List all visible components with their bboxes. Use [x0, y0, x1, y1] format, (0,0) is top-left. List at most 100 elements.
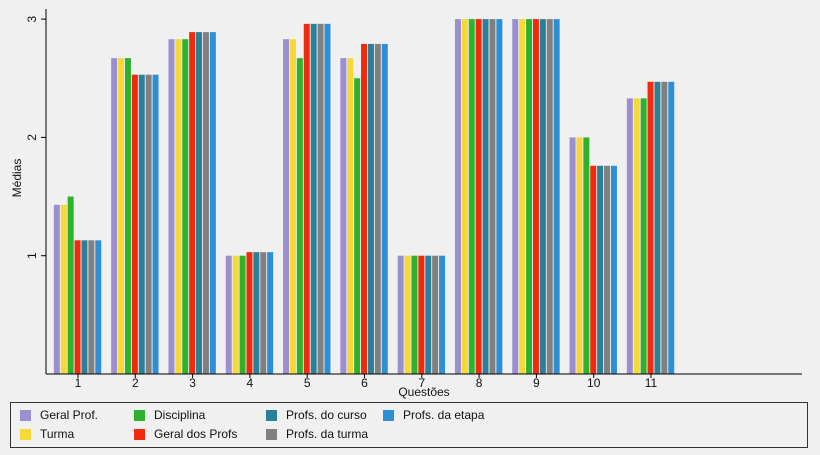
bar-q11-series-7 — [668, 81, 675, 375]
x-tick-label: 1 — [75, 376, 82, 390]
bar-q1-series-6 — [88, 240, 95, 374]
y-tick-label: 1 — [25, 252, 39, 259]
legend-label: Profs. da turma — [286, 427, 369, 441]
legend-label: Geral Prof. — [40, 408, 99, 422]
bar-q11-series-1 — [626, 98, 633, 375]
bar-q8-series-7 — [496, 19, 503, 374]
bar-q4-series-4 — [246, 252, 253, 374]
bar-q9-series-7 — [553, 19, 560, 374]
bar-q6-series-7 — [381, 43, 388, 374]
bar-q11-series-6 — [661, 81, 668, 375]
legend-item: Profs. da etapa — [383, 408, 484, 422]
legend-swatch — [134, 409, 145, 421]
bar-q5-series-2 — [289, 39, 296, 375]
bar-q1-series-2 — [60, 204, 67, 374]
bar-q11-series-2 — [633, 98, 640, 375]
bar-q5-series-1 — [283, 39, 290, 375]
legend-item: Profs. da turma — [266, 427, 368, 441]
x-axis-label: Questões — [398, 385, 449, 399]
legend-swatch — [266, 409, 277, 421]
bar-q5-series-5 — [310, 23, 317, 375]
bar-q3-series-5 — [196, 32, 203, 375]
bar-q7-series-4 — [418, 255, 425, 374]
bar-q7-series-6 — [432, 255, 439, 374]
bar-q1-series-4 — [74, 240, 81, 374]
bar-q8-series-3 — [468, 19, 475, 374]
bar-q10-series-7 — [610, 165, 617, 374]
bar-q7-series-7 — [439, 255, 446, 374]
x-tick-label: 7 — [418, 376, 425, 390]
bar-q6-series-5 — [367, 43, 374, 374]
bar-q9-series-4 — [532, 19, 539, 374]
legend-swatch — [383, 409, 394, 421]
legend-item: Geral Prof. — [20, 408, 98, 422]
x-tick-label: 9 — [533, 376, 540, 390]
x-tick-label: 4 — [247, 376, 254, 390]
bar-q8-series-5 — [482, 19, 489, 374]
bar-q10-series-1 — [569, 137, 576, 374]
legend-swatch — [20, 428, 31, 440]
bar-q3-series-2 — [175, 39, 182, 375]
y-axis-label: Médias — [10, 159, 24, 198]
bar-q9-series-2 — [519, 19, 526, 374]
x-tick-label: 5 — [304, 376, 311, 390]
bar-q6-series-2 — [347, 58, 354, 374]
x-tick-label: 3 — [189, 376, 196, 390]
bar-chart: 1 2 3 1 2 3 4 5 6 7 8 9 10 11 Questões Médias — [10, 9, 802, 399]
bar-q2-series-1 — [111, 58, 118, 374]
bar-q9-series-5 — [539, 19, 546, 374]
bar-q6-series-1 — [340, 58, 347, 374]
legend: Geral Prof. Turma Disciplina Geral dos Prof… — [10, 402, 808, 448]
bar-q6-series-4 — [361, 43, 368, 374]
x-ticks-group: 1 2 3 4 5 6 7 8 9 10 11 — [75, 374, 658, 390]
y-tick-label: 3 — [25, 15, 39, 22]
bars-group — [53, 19, 675, 375]
bar-q6-series-6 — [374, 43, 381, 374]
bar-q3-series-4 — [189, 32, 196, 375]
x-tick-label: 2 — [132, 376, 139, 390]
bar-q10-series-2 — [576, 137, 583, 374]
legend-label: Profs. do curso — [286, 408, 367, 422]
bar-q10-series-3 — [583, 137, 590, 374]
bar-q7-series-2 — [404, 255, 411, 374]
legend-item: Geral dos Profs — [134, 427, 237, 441]
bar-q4-series-1 — [225, 255, 232, 374]
x-tick-label: 6 — [361, 376, 368, 390]
bar-q9-series-3 — [526, 19, 533, 374]
legend-item: Disciplina — [134, 408, 205, 422]
bar-q4-series-3 — [239, 255, 246, 374]
bar-q8-series-4 — [475, 19, 482, 374]
bar-q4-series-7 — [267, 252, 274, 374]
bar-q10-series-6 — [604, 165, 611, 374]
bar-q10-series-4 — [590, 165, 597, 374]
bar-q7-series-1 — [397, 255, 404, 374]
bar-q10-series-5 — [597, 165, 604, 374]
y-ticks-group: 1 2 3 — [25, 15, 46, 259]
bar-q4-series-2 — [232, 255, 239, 374]
bar-q2-series-3 — [124, 58, 131, 374]
bar-q2-series-7 — [152, 74, 159, 374]
legend-swatch — [134, 428, 145, 440]
bar-q11-series-4 — [647, 81, 654, 375]
bar-q1-series-3 — [67, 196, 74, 374]
legend-swatch — [266, 428, 277, 440]
bar-q1-series-1 — [53, 204, 60, 374]
bar-q6-series-3 — [354, 78, 361, 374]
bar-q8-series-1 — [454, 19, 461, 374]
bar-q5-series-4 — [303, 23, 310, 375]
legend-label: Disciplina — [154, 408, 206, 422]
bar-q3-series-3 — [182, 39, 189, 375]
bar-q1-series-5 — [81, 240, 88, 374]
bar-q5-series-3 — [296, 58, 303, 374]
bar-q5-series-7 — [324, 23, 331, 375]
bar-q9-series-6 — [546, 19, 553, 374]
x-tick-label: 11 — [645, 376, 658, 390]
y-tick-label: 2 — [25, 134, 39, 141]
bar-q2-series-2 — [118, 58, 125, 374]
bar-q1-series-7 — [95, 240, 102, 374]
legend-item: Turma — [20, 427, 74, 441]
x-tick-label: 8 — [476, 376, 483, 390]
bar-q11-series-3 — [640, 98, 647, 375]
bar-q3-series-1 — [168, 39, 175, 375]
x-tick-label: 10 — [587, 376, 601, 390]
